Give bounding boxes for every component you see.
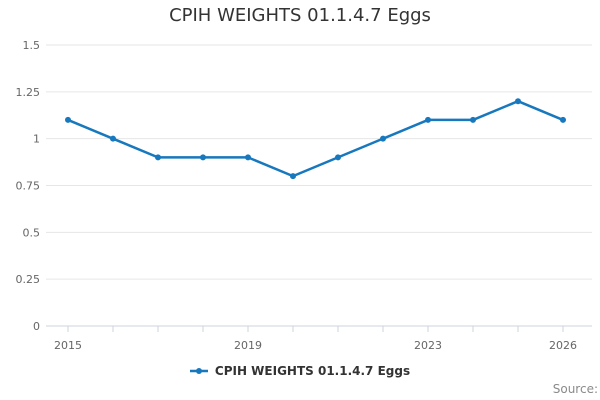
data-point-marker[interactable] xyxy=(470,116,476,123)
data-point-marker[interactable] xyxy=(200,154,206,161)
legend-item-eggs[interactable]: CPIH WEIGHTS 01.1.4.7 Eggs xyxy=(189,364,411,378)
data-point-marker[interactable] xyxy=(245,154,251,161)
series-line[interactable] xyxy=(66,99,565,178)
data-point-marker[interactable] xyxy=(425,116,431,123)
y-axis-label: 1.5 xyxy=(23,39,41,52)
legend: CPIH WEIGHTS 01.1.4.7 Eggs xyxy=(0,364,600,378)
y-axis-label: 0 xyxy=(33,320,40,333)
chart-title: CPIH WEIGHTS 01.1.4.7 Eggs xyxy=(169,5,431,26)
data-point-marker[interactable] xyxy=(290,173,296,180)
y-axis-label: 0.75 xyxy=(16,180,41,193)
data-point-marker[interactable] xyxy=(335,154,341,161)
data-point-marker[interactable] xyxy=(515,98,521,105)
y-axis-label: 1 xyxy=(33,133,40,146)
y-axis-label: 1.25 xyxy=(16,86,41,99)
x-axis-label: 2019 xyxy=(234,339,262,352)
y-axis-label: 0.5 xyxy=(23,226,41,239)
x-axis-label: 2015 xyxy=(54,339,82,352)
data-point-marker[interactable] xyxy=(155,154,161,161)
legend-series-icon xyxy=(189,368,208,374)
data-point-marker[interactable] xyxy=(560,116,566,123)
x-axis-label: 2026 xyxy=(549,339,577,352)
legend-item-label: CPIH WEIGHTS 01.1.4.7 Eggs xyxy=(214,364,411,378)
y-axis-label: 0.25 xyxy=(16,273,41,286)
legend-marker-icon xyxy=(195,368,202,374)
x-axis-label: 2023 xyxy=(414,339,442,352)
source-credit: Source: xyxy=(552,382,598,396)
data-point-marker[interactable] xyxy=(110,135,116,142)
series-eggs[interactable] xyxy=(65,98,566,180)
data-point-marker[interactable] xyxy=(380,135,386,142)
data-point-marker[interactable] xyxy=(65,116,71,123)
